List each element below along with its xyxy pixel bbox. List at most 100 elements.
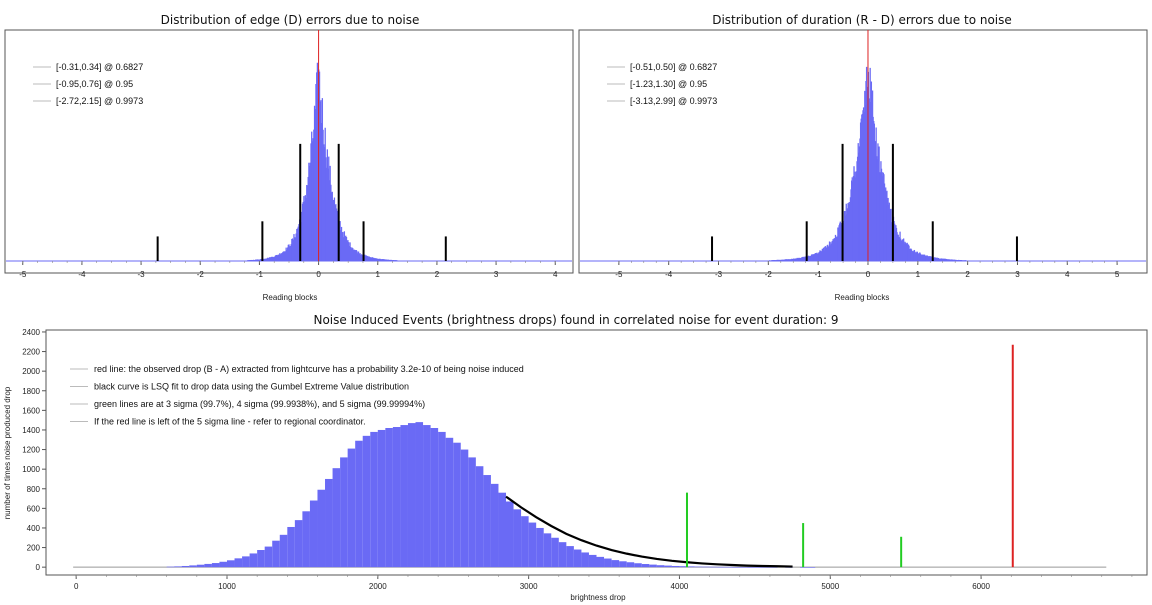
- gumbel-fit: [505, 495, 793, 568]
- x-tick-label: 5: [1115, 270, 1120, 279]
- histogram-bar: [611, 560, 620, 568]
- x-tick-label: 4: [1065, 270, 1070, 279]
- y-tick-label: 1800: [22, 387, 40, 396]
- x-tick-label: -2: [197, 270, 205, 279]
- legend-entry: If the red line is left of the 5 sigma l…: [94, 417, 366, 427]
- legend-entry: [-0.51,0.50] @ 0.6827: [630, 62, 717, 72]
- histogram-bar: [234, 558, 243, 568]
- histogram-bar: [694, 566, 703, 568]
- histogram-bar: [219, 561, 227, 568]
- noise-legend: red line: the observed drop (B - A) extr…: [70, 364, 524, 427]
- histogram-bar: [528, 522, 537, 568]
- histogram-bar: [506, 501, 514, 568]
- legend-entry: [-0.31,0.34] @ 0.6827: [56, 62, 143, 72]
- legend-entry: [-3.13,2.99] @ 0.9973: [630, 96, 717, 106]
- noise-y-ticks: 0 200 400 600 800 1000 1200 1400 1600 1800 2000 220…: [22, 328, 46, 572]
- histogram-bar: [407, 423, 416, 568]
- x-tick-label: 1: [916, 270, 921, 279]
- histogram-bar: [671, 565, 680, 568]
- y-tick-label: 200: [27, 544, 41, 553]
- x-tick-label: -4: [665, 270, 673, 279]
- histogram-bar: [166, 566, 175, 568]
- noise-x-axis-label: brightness drop: [570, 593, 626, 602]
- histogram-bar: [423, 425, 431, 568]
- edge-x-axis-label: Reading blocks: [263, 293, 318, 302]
- duration-plot-frame: [578, 29, 1148, 274]
- histogram-bar: [377, 429, 386, 568]
- noise-events-chart: Noise Induced Events (brightness drops) …: [3, 313, 1148, 602]
- histogram-bar: [754, 567, 763, 568]
- histogram-bar: [543, 533, 552, 568]
- x-tick-label: 2000: [369, 582, 387, 591]
- legend-entry: [-1.23,1.30] @ 0.95: [630, 79, 707, 89]
- sigma-lines: [685, 344, 1014, 568]
- histogram-bar: [385, 428, 393, 568]
- histogram-bar: [430, 428, 439, 568]
- y-tick-label: 2400: [22, 328, 40, 337]
- duration-x-axis-label: Reading blocks: [835, 293, 890, 302]
- noise-x-ticks: 0 1000 2000 3000 4000 5000 6000: [74, 575, 1133, 591]
- duration-error-chart: Distribution of duration (R - D) errors …: [578, 13, 1148, 302]
- gumbel-fit-curve: [505, 495, 793, 568]
- legend-entry: red line: the observed drop (B - A) extr…: [94, 364, 524, 374]
- histogram-bar: [460, 449, 469, 568]
- histogram-bar: [686, 566, 695, 568]
- x-tick-label: 1: [376, 270, 381, 279]
- histogram-bar: [475, 466, 484, 568]
- y-tick-label: 0: [36, 563, 41, 572]
- duration-chart-title: Distribution of duration (R - D) errors …: [712, 13, 1012, 27]
- histogram-bar: [279, 534, 288, 568]
- histogram-bar: [392, 427, 401, 568]
- y-tick-label: 1200: [22, 446, 40, 455]
- x-tick-label: -2: [765, 270, 773, 279]
- histogram-bar: [370, 431, 378, 568]
- y-tick-label: 1000: [22, 465, 40, 474]
- histogram-bar: [445, 437, 454, 568]
- histogram-bar: [558, 542, 567, 568]
- histogram-bar: [226, 560, 235, 568]
- x-tick-label: 5000: [821, 582, 839, 591]
- duration-histogram: [580, 30, 1146, 262]
- histogram-bar: [566, 546, 574, 568]
- y-tick-label: 600: [27, 504, 41, 513]
- histogram-bar: [211, 563, 220, 568]
- edge-histogram: [6, 30, 572, 262]
- histogram-bar: [634, 563, 642, 568]
- noise-plot-frame: [45, 329, 1148, 576]
- histogram-bar: [355, 440, 363, 568]
- histogram-bar: [264, 546, 273, 568]
- histogram-bar: [626, 562, 635, 568]
- edge-plot-frame: [4, 29, 574, 274]
- x-tick-label: 4: [553, 270, 558, 279]
- histogram-bar: [400, 425, 408, 568]
- histogram-bar: [588, 554, 597, 568]
- noise-chart-title: Noise Induced Events (brightness drops) …: [313, 313, 838, 327]
- histogram-bar: [242, 556, 250, 568]
- histogram-bar: [807, 567, 816, 568]
- x-tick-label: 0: [74, 582, 79, 591]
- histogram-bar: [619, 561, 627, 568]
- duration-x-ticks: -5 -4 -3 -2 -1 0 1 2 3 4 5: [615, 261, 1120, 279]
- histogram-bar: [294, 520, 303, 568]
- legend-entry: green lines are at 3 sigma (99.7%), 4 si…: [94, 399, 425, 409]
- histogram-bar: [257, 550, 265, 568]
- y-tick-label: 400: [27, 524, 41, 533]
- y-tick-label: 2000: [22, 367, 40, 376]
- y-tick-label: 800: [27, 485, 41, 494]
- histogram-bar: [679, 566, 687, 568]
- duration-confidence-markers: [711, 143, 1018, 261]
- histogram-bar: [664, 565, 672, 568]
- x-tick-label: 1000: [218, 582, 236, 591]
- histogram-bar: [196, 564, 205, 568]
- histogram-bar: [204, 563, 212, 568]
- x-tick-label: -3: [715, 270, 723, 279]
- histogram-bar: [573, 549, 582, 568]
- histogram-bar: [347, 448, 356, 568]
- x-tick-label: -3: [138, 270, 146, 279]
- x-tick-label: -5: [19, 270, 27, 279]
- x-tick-label: -1: [256, 270, 264, 279]
- histogram-bar: [641, 564, 650, 568]
- x-tick-label: -4: [78, 270, 86, 279]
- histogram-bar: [709, 566, 718, 568]
